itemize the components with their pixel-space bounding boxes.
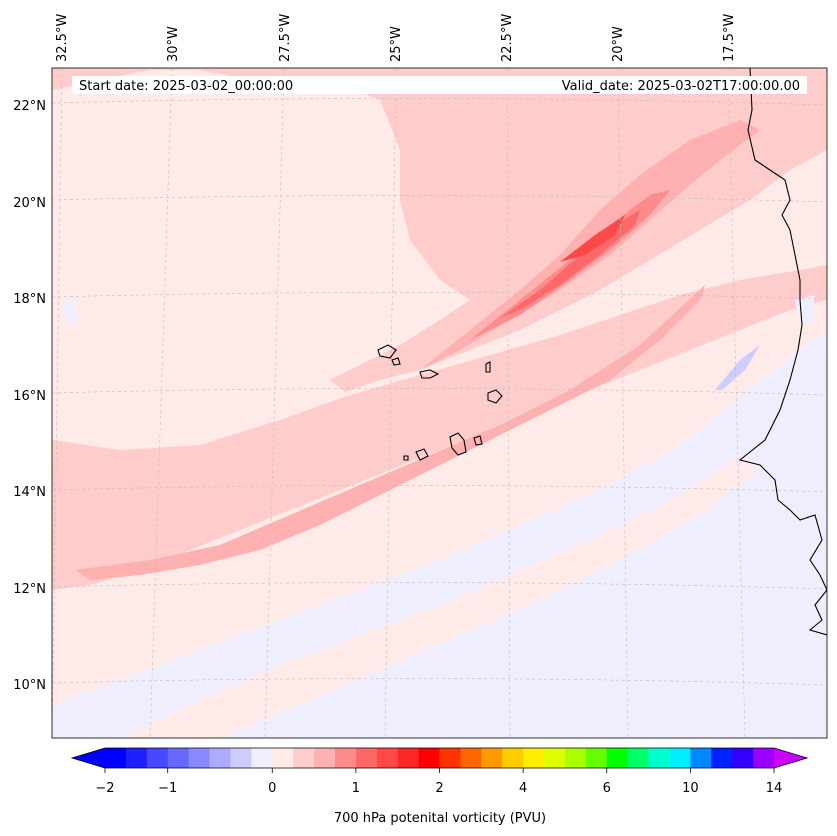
map-border xyxy=(51,67,828,739)
pv-contour-negative-west xyxy=(62,295,78,328)
start-date-label: Start date: 2025-03-02_00:00:00 xyxy=(79,79,293,94)
colorbar-under-arrow xyxy=(72,748,105,768)
lon-label: 27.5°W xyxy=(278,14,293,62)
pv-contour-negative-south xyxy=(52,330,827,738)
colorbar-cell xyxy=(188,748,210,768)
colorbar-cell xyxy=(251,748,273,768)
colorbar-tick-label: 6 xyxy=(603,781,611,796)
island-santiago xyxy=(449,432,467,456)
lon-label: 22.5°W xyxy=(500,14,515,62)
colorbar-tick-label: 1 xyxy=(352,781,360,796)
colorbar-tick-label: 0 xyxy=(268,781,276,796)
colorbar-cell xyxy=(314,748,336,768)
pv-contour-streak-4 xyxy=(560,215,625,262)
lat-label: 16°N xyxy=(13,389,46,404)
colorbar-cell xyxy=(460,748,482,768)
colorbar-cell xyxy=(125,748,148,768)
colorbar-cell xyxy=(272,748,294,768)
latitude-labels: 22°N 20°N 18°N 16°N 14°N 12°N 10°N xyxy=(13,99,46,693)
lat-label: 10°N xyxy=(13,678,46,693)
valid-date-label: Valid_date: 2025-03-02T17:00:00.00 xyxy=(562,79,800,94)
colorbar-cell xyxy=(711,748,733,768)
lat-label: 12°N xyxy=(13,582,46,597)
cape-verde-islands xyxy=(377,344,503,461)
colorbar-cell xyxy=(627,748,649,768)
colorbar-cell xyxy=(481,748,503,768)
colorbar-tick-label: 14 xyxy=(766,781,783,796)
lon-label: 17.5°W xyxy=(722,14,737,62)
colorbar-cell xyxy=(564,748,587,768)
colorbar-cell xyxy=(669,748,691,768)
colorbar-tick-label: −2 xyxy=(95,781,114,796)
colorbar-cell xyxy=(418,748,440,768)
colorbar-tick-label: 10 xyxy=(682,781,699,796)
colorbar-cell xyxy=(293,748,315,768)
colorbar-over-arrow xyxy=(774,748,807,768)
colorbar-cell xyxy=(523,748,545,768)
lat-label: 18°N xyxy=(13,292,46,307)
colorbar: −2 −1 0 1 2 4 6 10 14 700 hPa potenital vorticit… xyxy=(70,747,809,826)
island-sal xyxy=(485,361,491,373)
colorbar-cell xyxy=(606,748,629,768)
lon-label: 20°W xyxy=(611,26,626,62)
colorbar-tick-label: 4 xyxy=(519,781,527,796)
pv-contour-band-outer xyxy=(52,265,827,590)
map-gridlines xyxy=(52,68,827,738)
lat-label: 20°N xyxy=(13,196,46,211)
colorbar-cell xyxy=(690,748,712,768)
header-bar xyxy=(72,76,807,94)
colorbar-cell xyxy=(544,748,566,768)
colorbar-cell xyxy=(397,748,419,768)
lat-label: 22°N xyxy=(13,99,46,114)
colorbar-cell xyxy=(230,748,252,768)
map-frame: Start date: 2025-03-02_00:00:00 Valid_da… xyxy=(51,67,828,739)
lon-label: 30°W xyxy=(166,26,181,62)
lon-label: 32.5°W xyxy=(55,14,70,62)
colorbar-cell xyxy=(146,748,169,768)
pv-contour-negative-streak xyxy=(715,345,760,390)
colorbar-cell xyxy=(648,748,670,768)
island-sao-vicente xyxy=(391,357,401,366)
island-maio xyxy=(473,435,483,446)
lat-label: 14°N xyxy=(13,485,46,500)
colorbar-cell xyxy=(439,748,461,768)
colorbar-cell xyxy=(502,748,524,768)
colorbar-cell xyxy=(167,748,190,768)
longitude-labels: 32.5°W 30°W 27.5°W 25°W 22.5°W 20°W 17.5… xyxy=(55,14,737,62)
colorbar-cell xyxy=(585,748,608,768)
colorbar-tick-label: 2 xyxy=(435,781,443,796)
colorbar-cell xyxy=(334,748,357,768)
island-brava xyxy=(403,455,409,461)
island-boa-vista xyxy=(487,389,503,404)
coastline-africa xyxy=(738,68,827,636)
colorbar-cell xyxy=(105,748,127,768)
colorbar-cell xyxy=(209,748,231,768)
colorbar-cell xyxy=(355,748,378,768)
island-sao-nicolau xyxy=(419,369,440,379)
pv-contour-negative-south-inner xyxy=(120,455,760,738)
lon-label: 25°W xyxy=(389,26,404,62)
pv-contour-north xyxy=(52,68,827,392)
colorbar-tick-label: −1 xyxy=(158,781,177,796)
colorbar-cell xyxy=(732,748,754,768)
island-santo-antao xyxy=(377,344,397,359)
colorbar-cell xyxy=(376,748,399,768)
colorbar-cell xyxy=(753,748,775,768)
island-fogo xyxy=(415,448,429,461)
colorbar-label: 700 hPa potenital vorticity (PVU) xyxy=(334,811,546,826)
